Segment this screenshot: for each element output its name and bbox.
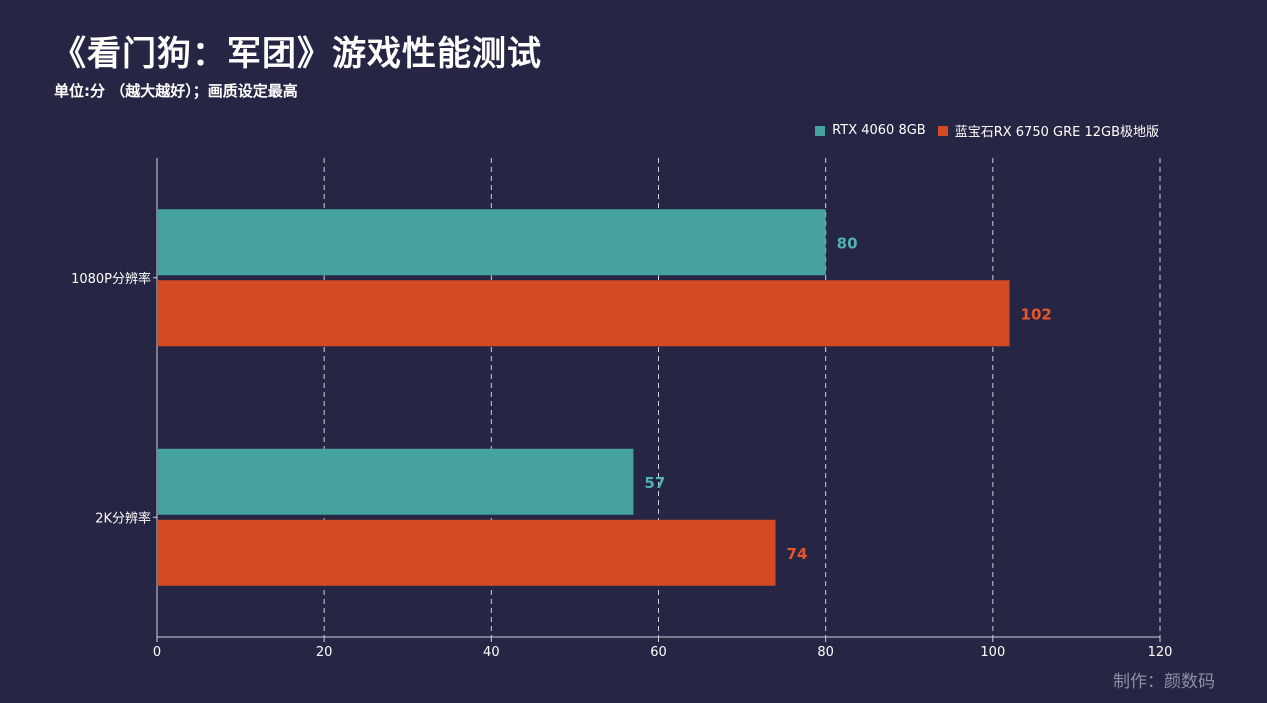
legend: RTX 4060 8GB 蓝宝石RX 6750 GRE 12GB极地版 [815,121,1159,140]
x-tick-label: 60 [650,645,667,660]
legend-swatch-rtx4060 [815,125,826,136]
category-label: 1080P分辨率 [71,271,151,287]
bar [157,519,776,586]
bar [157,448,634,515]
legend-item-rx6750gre: 蓝宝石RX 6750 GRE 12GB极地版 [937,121,1159,140]
data-label: 102 [1021,305,1052,323]
x-tick-label: 40 [483,645,500,660]
legend-label-rtx4060: RTX 4060 8GB [832,123,926,138]
x-tick-label: 80 [817,645,834,660]
category-label: 2K分辨率 [95,510,151,526]
data-label: 80 [837,234,858,252]
x-tick-label: 120 [1148,645,1173,660]
data-label: 57 [644,474,665,492]
bar [157,280,1010,347]
bar [157,209,826,276]
chart-subtitle: 单位:分 （越大越好）；画质设定最高 [54,82,298,100]
legend-label-rx6750gre: 蓝宝石RX 6750 GRE 12GB极地版 [954,125,1159,140]
chart-title: 《看门狗：军团》游戏性能测试 [52,34,542,74]
x-tick-label: 100 [980,645,1005,660]
data-label: 74 [787,545,808,563]
credit-text: 制作：颜数码 [1113,672,1215,692]
x-tick-label: 20 [316,645,333,660]
legend-swatch-rx6750gre [937,125,948,136]
x-tick-label: 0 [153,645,161,660]
legend-item-rtx4060: RTX 4060 8GB [815,123,926,138]
